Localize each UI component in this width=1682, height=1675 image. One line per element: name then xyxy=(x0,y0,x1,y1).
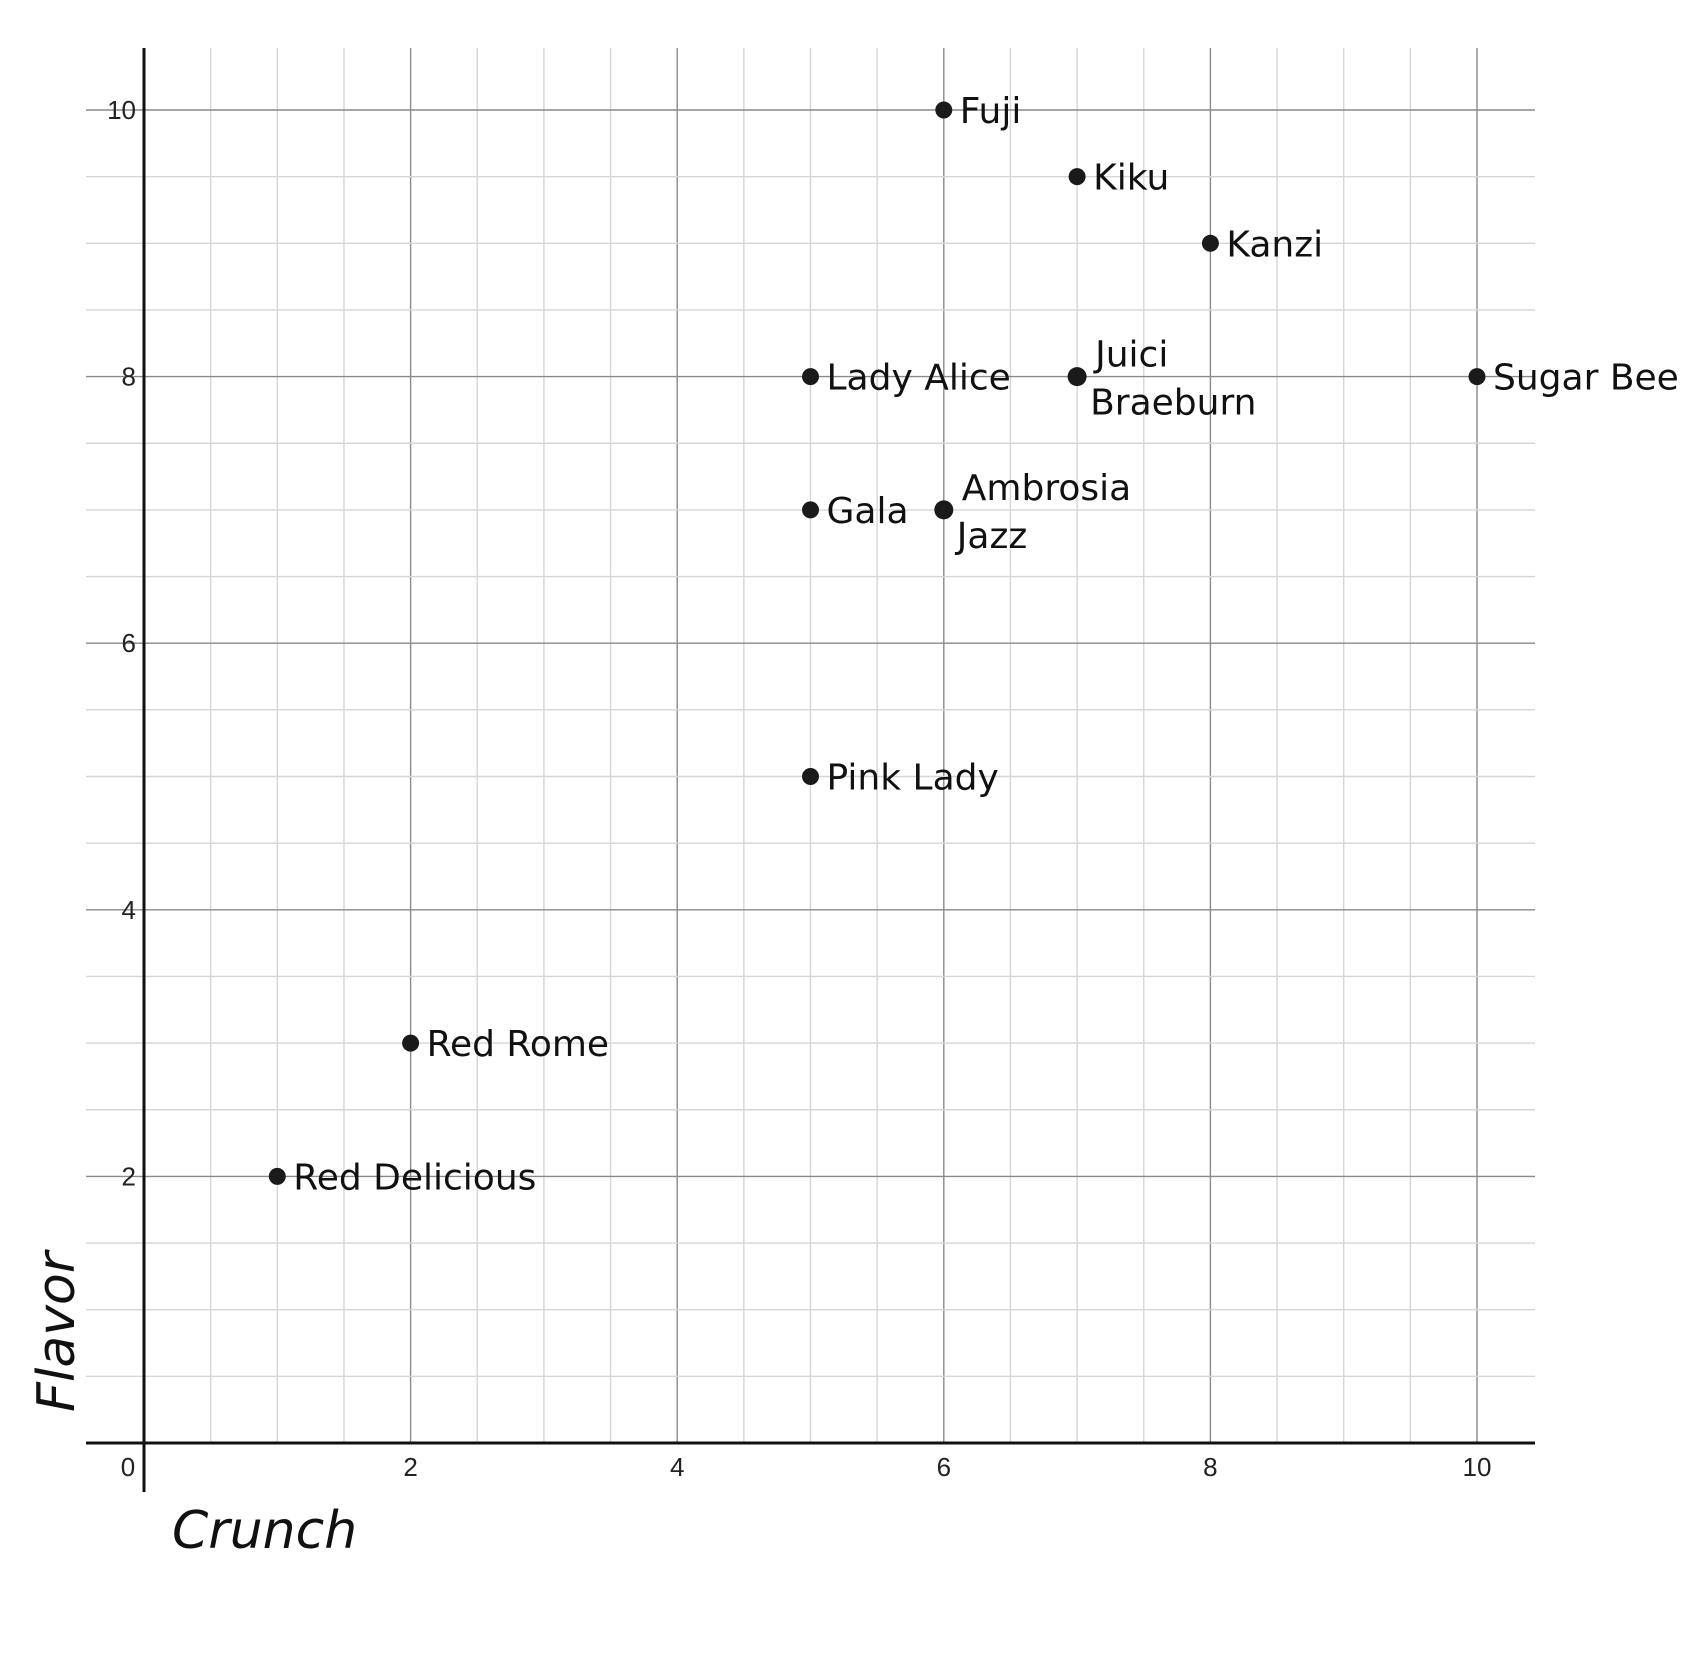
tick-labels: 0 2 4 6 8 10 2 4 6 8 10 xyxy=(107,95,1491,1482)
y-tick-label: 4 xyxy=(122,895,136,925)
x-axis-title: Crunch xyxy=(172,1501,357,1561)
point-label: Pink Lady xyxy=(827,758,999,799)
point-labels: Fuji Kiku Kanzi Lady Alice Juici Braeburn Suga… xyxy=(293,91,1679,1198)
x-tick-label: 6 xyxy=(937,1452,951,1482)
x-tick-label: 2 xyxy=(403,1452,417,1482)
y-tick-label: 8 xyxy=(122,362,136,392)
scatter-point xyxy=(1068,168,1086,186)
x-tick-label: 8 xyxy=(1203,1452,1217,1482)
y-tick-label: 6 xyxy=(122,628,136,658)
scatter-point xyxy=(268,1167,286,1185)
scatter-point xyxy=(802,501,819,519)
y-tick-label: 10 xyxy=(107,95,136,125)
point-label: Ambrosia xyxy=(962,468,1131,509)
scatter-point xyxy=(802,768,819,785)
scatter-point xyxy=(802,368,819,386)
point-label: Red Rome xyxy=(427,1024,609,1065)
point-label: Juici xyxy=(1093,335,1168,376)
scatter-point xyxy=(935,101,953,119)
point-label: Sugar Bee xyxy=(1493,358,1679,399)
point-label: Kanzi xyxy=(1226,224,1323,265)
axes xyxy=(86,48,1535,1492)
scatter-point xyxy=(1067,367,1087,387)
point-label: Lady Alice xyxy=(827,358,1011,399)
grid xyxy=(86,48,1535,1443)
point-label: Kiku xyxy=(1093,158,1169,199)
scatter-point xyxy=(402,1034,420,1052)
y-axis-title: Flavor xyxy=(27,1248,87,1412)
point-label: Jazz xyxy=(955,516,1027,557)
scatter-point xyxy=(1468,368,1486,386)
point-label: Gala xyxy=(827,491,909,532)
scatter-point xyxy=(1201,234,1219,252)
point-label: Braeburn xyxy=(1090,383,1256,424)
point-label: Fuji xyxy=(960,91,1022,132)
x-tick-label: 4 xyxy=(670,1452,684,1482)
y-tick-label: 2 xyxy=(122,1161,136,1191)
data-points xyxy=(268,101,1486,1185)
x-tick-label: 0 xyxy=(121,1452,135,1482)
point-label: Red Delicious xyxy=(293,1157,536,1198)
x-tick-label: 10 xyxy=(1463,1452,1492,1482)
scatter-point xyxy=(934,500,954,520)
